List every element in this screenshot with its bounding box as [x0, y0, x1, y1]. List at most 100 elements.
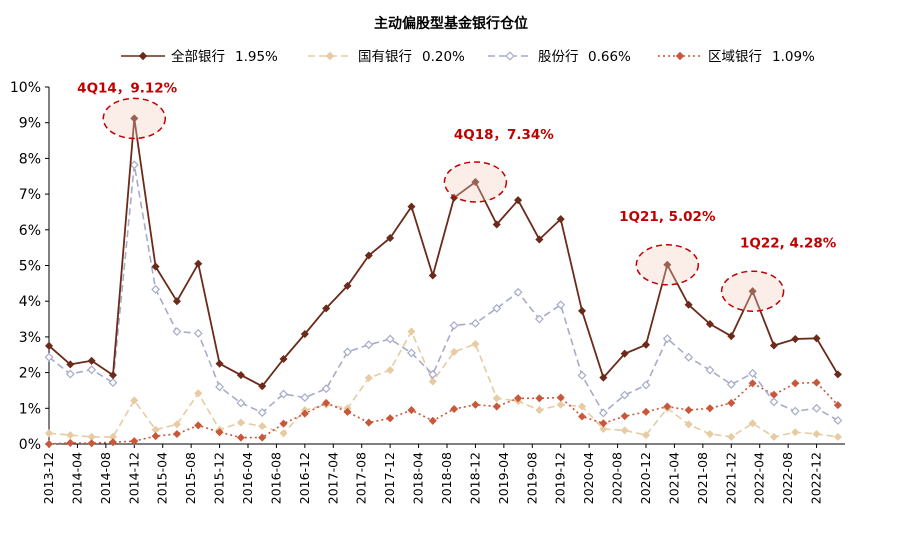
data-point — [364, 418, 373, 427]
data-point — [449, 321, 459, 330]
data-point — [258, 433, 267, 442]
x-tick-label: 2018-08 — [439, 452, 454, 504]
data-point — [44, 352, 54, 362]
legend-item-2: 股份行 0.66% — [488, 49, 631, 65]
x-tick-label: 2014-04 — [69, 452, 84, 504]
x-tick-label: 2021-08 — [695, 452, 710, 504]
x-tick-label: 2016-08 — [268, 452, 283, 504]
annotation-circle — [720, 270, 785, 312]
data-point — [535, 235, 544, 244]
data-point — [620, 390, 630, 400]
data-point — [727, 398, 736, 407]
data-point — [599, 373, 608, 382]
data-point — [386, 414, 395, 423]
data-point — [620, 412, 629, 421]
legend-value: 0.20% — [422, 49, 465, 65]
data-point — [364, 373, 373, 382]
data-point — [598, 408, 608, 418]
data-point — [279, 389, 288, 399]
data-point — [130, 114, 139, 123]
data-point — [513, 287, 523, 297]
annotation-label: 1Q22, 4.28% — [740, 236, 837, 252]
data-point — [130, 437, 139, 446]
data-point — [556, 400, 565, 409]
data-point — [599, 424, 608, 434]
y-tick-label: 7% — [19, 187, 41, 203]
data-point — [194, 421, 203, 430]
data-point — [300, 409, 309, 418]
data-point — [87, 356, 96, 365]
data-point — [300, 393, 310, 403]
data-point — [108, 378, 118, 388]
legend-value: 1.09% — [772, 49, 815, 65]
y-tick-label: 3% — [19, 330, 41, 346]
x-tick-label: 2022-12 — [809, 452, 824, 504]
x-tick-label: 2019-08 — [524, 452, 539, 504]
data-point — [471, 177, 480, 186]
annotation-circle — [102, 97, 167, 140]
data-point — [364, 340, 374, 350]
data-point — [428, 271, 437, 280]
data-point — [322, 304, 331, 313]
data-point — [450, 193, 459, 202]
legend-label: 区域银行 — [708, 49, 762, 65]
data-point — [108, 371, 117, 380]
x-tick-label: 2015-08 — [183, 452, 198, 504]
series-layer — [44, 114, 843, 449]
data-point — [343, 407, 352, 416]
data-point — [258, 382, 267, 391]
x-tick-label: 2016-04 — [240, 452, 255, 504]
data-point — [215, 428, 224, 437]
data-point — [44, 429, 54, 438]
data-point — [556, 393, 565, 402]
data-point — [535, 406, 544, 415]
data-point — [151, 284, 161, 294]
data-point — [129, 160, 139, 170]
data-point — [236, 433, 245, 442]
legend-marker — [138, 51, 148, 61]
data-point — [514, 394, 523, 403]
data-point — [450, 347, 459, 356]
legend-marker — [325, 51, 335, 61]
chart-title: 主动偏股型基金银行仓位 — [374, 15, 528, 32]
data-point — [769, 432, 778, 441]
data-point — [790, 406, 800, 416]
data-point — [492, 303, 502, 313]
data-point — [471, 340, 480, 349]
legend-marker — [505, 51, 515, 61]
data-point — [578, 412, 587, 421]
data-point — [386, 366, 395, 375]
x-tick-label: 2018-12 — [467, 452, 482, 504]
data-point — [172, 327, 182, 336]
data-point — [407, 348, 416, 358]
data-point — [300, 330, 309, 339]
series-0 — [44, 114, 842, 391]
data-point — [726, 379, 736, 389]
x-tick-label: 2021-12 — [723, 452, 738, 504]
data-point — [833, 432, 842, 441]
data-point — [514, 196, 523, 205]
data-point — [535, 394, 544, 403]
data-point — [748, 368, 758, 378]
data-point — [620, 426, 629, 435]
data-point — [407, 327, 416, 336]
data-point — [130, 396, 139, 405]
x-tick-label: 2022-04 — [752, 452, 767, 504]
x-tick-label: 2016-12 — [297, 452, 312, 504]
x-tick-label: 2020-08 — [610, 452, 625, 504]
data-point — [407, 202, 416, 211]
data-point — [44, 341, 54, 350]
legend-value: 1.95% — [235, 49, 278, 65]
data-point — [641, 431, 651, 440]
data-point — [833, 415, 843, 425]
y-tick-label: 1% — [19, 401, 41, 417]
x-tick-label: 2015-04 — [155, 452, 170, 504]
y-tick-label: 2% — [19, 366, 41, 382]
x-tick-label: 2022-08 — [780, 452, 795, 504]
data-point — [66, 438, 75, 447]
legend-label: 全部银行 — [171, 48, 225, 65]
legend-label: 国有银行 — [358, 49, 412, 65]
data-point — [641, 380, 651, 390]
data-point — [257, 408, 267, 418]
